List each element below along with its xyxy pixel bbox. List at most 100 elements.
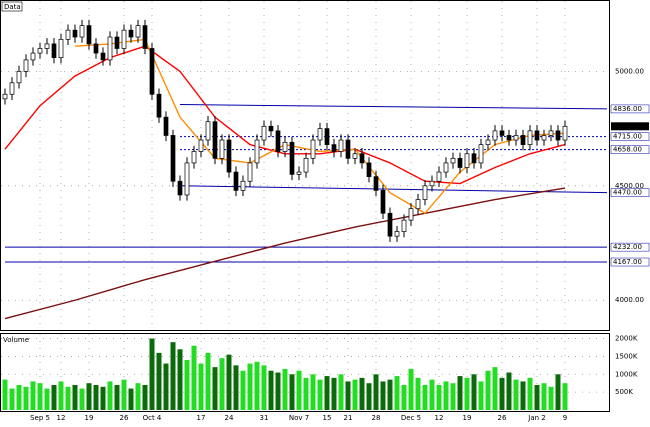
x-tick-label: 28 [372, 414, 381, 422]
volume-bar [429, 379, 435, 410]
volume-bar [443, 381, 449, 410]
volume-bar [534, 385, 540, 410]
candle-body [149, 48, 155, 95]
x-tick-label: 12 [435, 414, 444, 422]
level-line [179, 185, 608, 194]
volume-bar [135, 383, 141, 410]
volume-bar [422, 385, 428, 410]
candle-body [142, 25, 148, 49]
candle-body [191, 151, 197, 164]
candle-body [114, 36, 120, 49]
candle-body [534, 130, 540, 141]
volume-bar [366, 383, 372, 410]
volume-bar [282, 368, 288, 410]
level-line [179, 104, 608, 110]
candle-body [72, 29, 78, 38]
candle-body [296, 171, 302, 175]
volume-bar [275, 372, 281, 410]
volume-bar [79, 388, 85, 410]
candle-body [37, 48, 43, 54]
level-label-box [610, 104, 650, 114]
candle-body [373, 176, 379, 191]
title-box [1, 1, 23, 12]
x-tick-label: 12 [57, 414, 66, 422]
candle-body [198, 139, 204, 152]
x-tick-label: 19 [463, 414, 472, 422]
volume-bar [562, 383, 568, 410]
candle-body [240, 180, 246, 191]
candle-body [345, 139, 351, 159]
candle-body [450, 157, 456, 164]
volume-bar [198, 363, 204, 410]
volume-bar [184, 360, 190, 410]
candle-body [548, 130, 554, 136]
candle-body [555, 130, 561, 141]
candle-body [135, 25, 141, 38]
candle-body [499, 130, 505, 136]
last-price-box [611, 122, 649, 131]
level-label-box [610, 188, 650, 197]
x-tick-label: Oct 4 [143, 414, 162, 422]
candle-body [247, 162, 253, 182]
candle-body [16, 71, 22, 84]
candle-body [359, 153, 365, 164]
x-tick-label: Jan 2 [527, 414, 545, 422]
volume-bar [394, 376, 400, 410]
volume-bar [114, 385, 120, 410]
candle-body [436, 171, 442, 182]
candle-body [429, 180, 435, 187]
candle-body [457, 157, 463, 168]
candle-body [9, 82, 15, 95]
volume-bar [205, 352, 211, 410]
candle-body [520, 135, 526, 145]
x-tick-label: 21 [344, 414, 353, 422]
x-tick-label: 31 [260, 414, 269, 422]
volume-bar [338, 374, 344, 410]
candle-body [422, 185, 428, 200]
volume-bar [352, 379, 358, 410]
volume-bar [499, 377, 505, 410]
volume-bar [387, 379, 393, 410]
level-label: 4715.00 [613, 133, 642, 141]
candle-body [562, 125, 568, 141]
volume-bar [163, 363, 169, 410]
volume-bar [51, 385, 57, 410]
chart-title: Data [4, 3, 21, 11]
candle-body [338, 139, 344, 152]
volume-bar [2, 379, 8, 410]
candle-body [352, 153, 358, 159]
y-tick-label: 4000.00 [615, 296, 644, 304]
volume-bar [226, 354, 232, 410]
y-tick-label: 1500K [615, 352, 638, 360]
candle-body [289, 141, 295, 175]
candle-body [485, 139, 491, 145]
volume-bar [191, 345, 197, 410]
volume-bar [492, 367, 498, 410]
candle-body [366, 162, 372, 178]
candle-body [226, 139, 232, 173]
candle-body [310, 139, 316, 159]
volume-bar [289, 374, 295, 410]
candle-body [121, 29, 127, 49]
volume-bar [373, 374, 379, 410]
volume-bar [457, 376, 463, 410]
volume-bar [548, 386, 554, 410]
candle-body [541, 135, 547, 141]
candle-body [415, 199, 421, 210]
volume-bar [247, 363, 253, 410]
volume-bar [149, 338, 155, 410]
volume-bar [415, 377, 421, 410]
volume-bar [58, 381, 64, 410]
volume-bar [408, 368, 414, 410]
volume-bar [93, 385, 99, 410]
level-label: 4836.00 [613, 105, 642, 113]
volume-bar [23, 386, 29, 410]
volume-bar [506, 372, 512, 410]
volume-bar [170, 342, 176, 410]
level-label-box [610, 242, 650, 252]
candle-body [163, 116, 169, 136]
volume-bar [303, 377, 309, 410]
moving-average [4, 187, 566, 320]
candle-body [2, 93, 8, 100]
candle-body [261, 125, 267, 141]
